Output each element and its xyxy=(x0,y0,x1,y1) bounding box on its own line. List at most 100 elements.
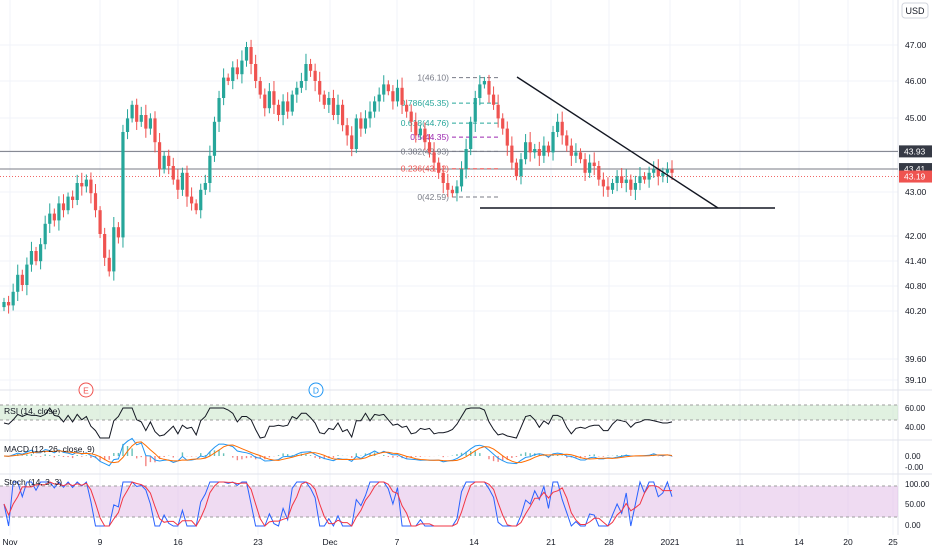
candle-body xyxy=(446,183,450,190)
time-tick-label: 2021 xyxy=(661,537,680,547)
candle-body xyxy=(52,213,56,221)
candle-body xyxy=(432,152,436,163)
candle-body xyxy=(409,111,413,122)
price-label-text: 43.41 xyxy=(904,164,926,174)
candle-body xyxy=(318,81,322,95)
price-tick-label: 46.00 xyxy=(905,76,927,86)
price-axis[interactable]: 47.0046.0045.0044.0043.0042.0041.4040.80… xyxy=(899,0,932,530)
candle-body xyxy=(98,210,102,234)
macd-label: MACD (12, 26, close, 9) xyxy=(4,444,95,454)
candle-body xyxy=(6,302,11,306)
candle-body xyxy=(505,128,509,146)
candle-body xyxy=(441,172,445,183)
candle-body xyxy=(304,64,308,81)
price-tick-label: 42.00 xyxy=(905,231,927,241)
candle-body xyxy=(542,145,546,156)
time-tick-label: 20 xyxy=(843,537,853,547)
candle-body xyxy=(528,142,532,153)
currency-badge[interactable]: USD xyxy=(901,2,929,19)
stoch-label: Stoch (14, 3, 3) xyxy=(4,477,62,487)
candle-body xyxy=(560,121,564,136)
candle-body xyxy=(185,172,189,197)
macd-tick-label: -0.00 xyxy=(905,463,924,472)
candle-body xyxy=(313,70,317,81)
candle-body xyxy=(194,203,198,211)
candle-body xyxy=(121,132,125,238)
candle-body xyxy=(533,149,537,153)
price-tick-label: 39.10 xyxy=(905,375,927,385)
candle-body xyxy=(606,186,610,190)
candle-body xyxy=(112,227,116,272)
candle-body xyxy=(574,152,578,156)
candle-body xyxy=(139,115,143,122)
time-axis[interactable]: Nov 9 16 23 Dec 7 14 21 28 2021 11 14 20 25 xyxy=(2,537,898,547)
descending-trendline xyxy=(516,76,719,209)
time-tick-label: 28 xyxy=(604,537,614,547)
time-tick-label: 14 xyxy=(794,537,804,547)
candle-body xyxy=(395,87,400,102)
candle-body xyxy=(276,104,281,115)
candle-body xyxy=(661,172,665,177)
candle-body xyxy=(546,145,551,153)
candle-body xyxy=(423,128,427,143)
candle-body xyxy=(523,142,528,160)
candle-body xyxy=(162,155,166,170)
macd-tick-label: 0.00 xyxy=(905,452,921,461)
candle-body xyxy=(556,121,560,132)
fib-level-label: 0.382(43.93) xyxy=(401,146,449,156)
horizontal-lines xyxy=(0,150,898,177)
fib-level-label: 0.786(45.35) xyxy=(401,98,449,108)
candle-body xyxy=(514,162,519,177)
candle-body xyxy=(464,149,468,170)
candle-body xyxy=(203,183,207,190)
candle-body xyxy=(382,84,386,95)
candle-body xyxy=(592,162,596,166)
event-marker-circle xyxy=(78,382,94,398)
candle-body xyxy=(226,77,230,81)
candle-body xyxy=(578,152,583,160)
time-tick-label: 21 xyxy=(546,537,556,547)
candle-body xyxy=(148,118,153,129)
candle-body xyxy=(551,132,555,153)
event-marker-label: E xyxy=(83,386,89,396)
candle-body xyxy=(25,264,29,285)
triangle-drawing[interactable] xyxy=(480,76,775,209)
candle-body xyxy=(665,169,670,173)
candle-body xyxy=(345,125,349,136)
candle-body xyxy=(286,101,290,112)
time-tick-label: 11 xyxy=(736,537,745,547)
candle-body xyxy=(244,47,249,61)
candle-body xyxy=(130,104,134,119)
time-tick-label: Nov xyxy=(2,537,18,547)
stoch-d-line xyxy=(3,481,672,527)
rsi-label: RSI (14, close) xyxy=(4,406,60,416)
macd-signal-line xyxy=(3,441,673,464)
candle-body xyxy=(482,81,487,85)
candle-body xyxy=(327,98,331,105)
candle-body xyxy=(180,172,185,190)
candle-body xyxy=(249,47,253,64)
candle-body xyxy=(391,91,395,102)
candle-body xyxy=(455,186,459,194)
candle-body xyxy=(537,149,541,156)
rsi-tick-label: 60.00 xyxy=(905,404,926,413)
candle-body xyxy=(633,183,637,190)
candle-body xyxy=(473,98,477,122)
price-tick-label: 43.00 xyxy=(905,187,927,197)
stoch-tick-label: 100.00 xyxy=(905,480,930,489)
candle-body xyxy=(377,94,381,102)
candle-body xyxy=(222,77,226,98)
price-tick-label: 47.00 xyxy=(905,40,927,50)
candle-body xyxy=(189,196,194,204)
candle-body xyxy=(299,81,303,88)
candle-body xyxy=(281,101,285,115)
candle-body xyxy=(171,166,175,180)
candle-body xyxy=(400,87,404,105)
candle-body xyxy=(427,142,432,153)
candle-body xyxy=(308,64,313,71)
candle-body xyxy=(414,121,418,136)
stoch-tick-label: 50.00 xyxy=(905,500,926,509)
